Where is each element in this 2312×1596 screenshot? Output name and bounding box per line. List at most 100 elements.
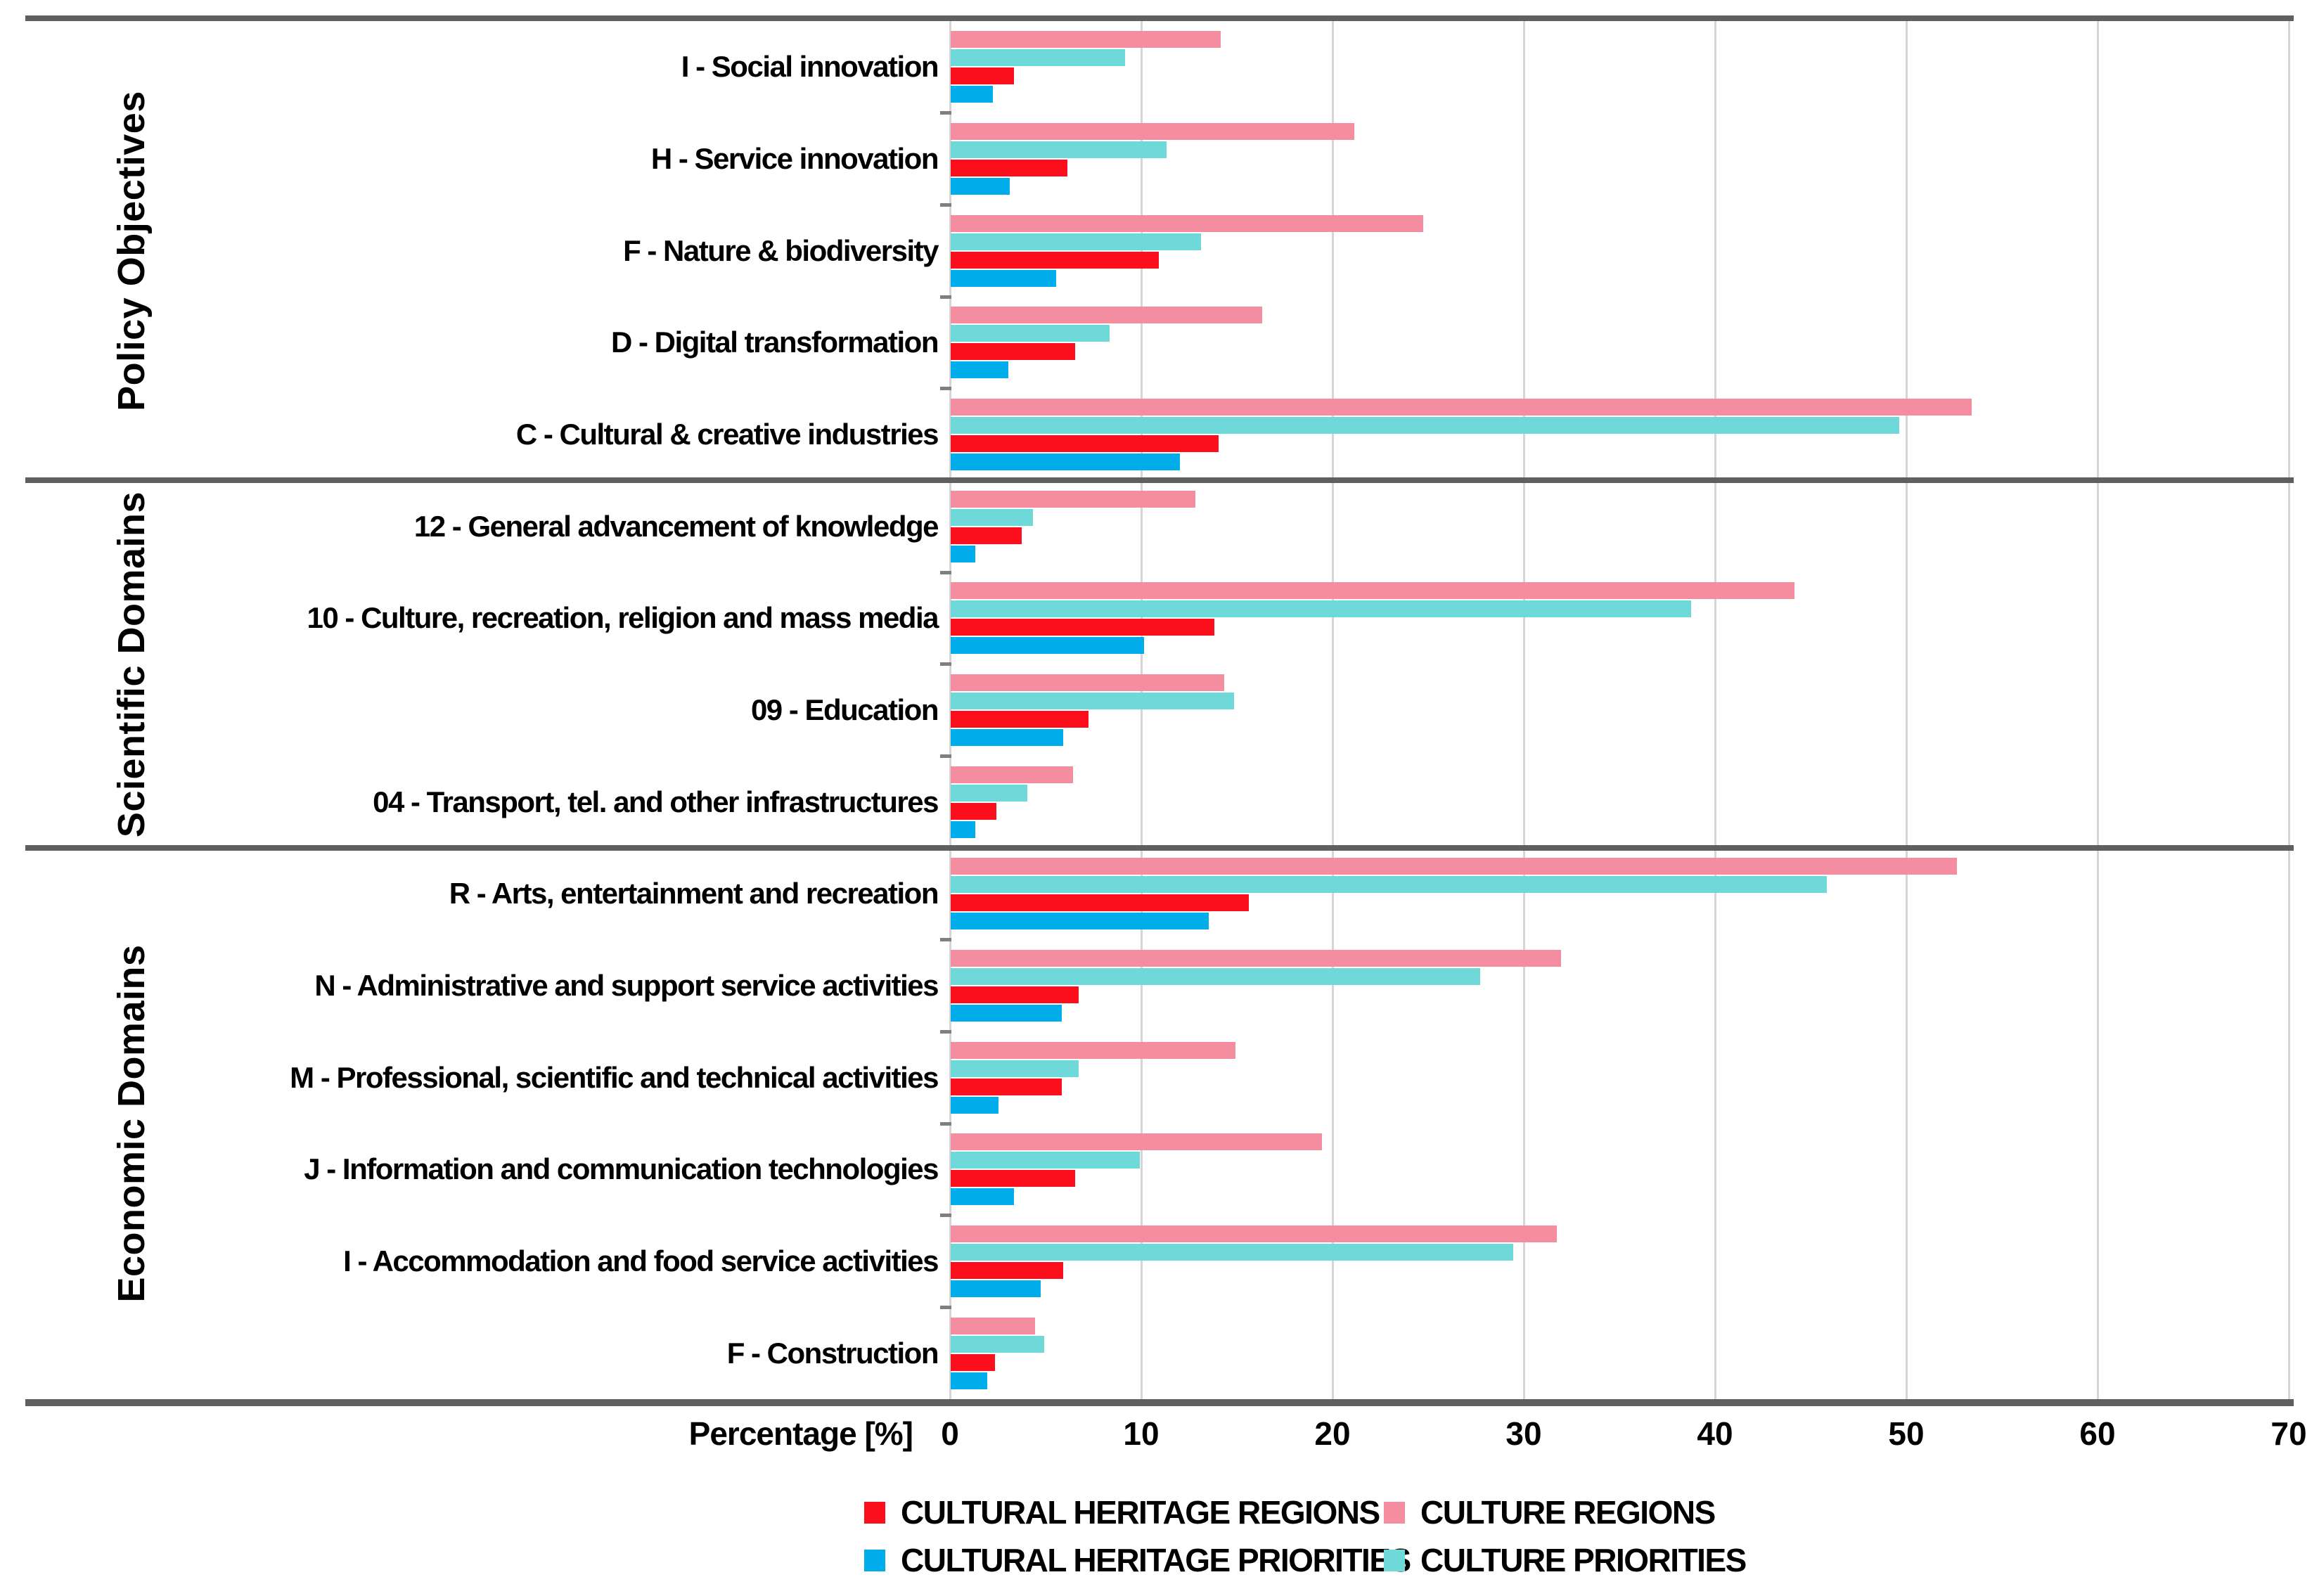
section-label-policy-objectives: Policy Objectives — [110, 90, 153, 411]
bar-cultural-heritage-regions — [951, 160, 1067, 176]
bar-cultural-heritage-priorities — [951, 178, 1010, 195]
bar-culture-priorities — [951, 1244, 1513, 1261]
bar-cultural-heritage-priorities — [951, 453, 1181, 470]
legend-label: CULTURE REGIONS — [1420, 1494, 1716, 1531]
x-tick-label-60: 60 — [2079, 1415, 2116, 1452]
bar-culture-priorities — [951, 141, 1167, 158]
bar-culture-regions — [951, 858, 1957, 875]
category-tick — [940, 111, 951, 115]
bar-culture-regions — [951, 1133, 1322, 1151]
bar-cultural-heritage-priorities — [951, 1096, 998, 1114]
category-tick — [940, 1121, 951, 1126]
bar-culture-priorities — [951, 325, 1110, 342]
bar-culture-priorities — [951, 968, 1481, 985]
bar-culture-priorities — [951, 233, 1202, 250]
bar-cultural-heritage-priorities — [951, 545, 976, 562]
category-label: J - Information and communication techno… — [304, 1152, 939, 1186]
x-tick-label-20: 20 — [1314, 1415, 1351, 1452]
category-label: F - Nature & biodiversity — [623, 233, 939, 267]
bar-cultural-heritage-priorities — [951, 1005, 1062, 1022]
bar-culture-priorities — [951, 693, 1234, 709]
x-axis-line — [25, 1399, 2294, 1406]
bar-cultural-heritage-regions — [951, 435, 1219, 452]
section-divider-1 — [25, 477, 2294, 484]
bar-culture-priorities — [951, 1060, 1079, 1077]
chart-top-border — [25, 15, 2294, 21]
legend-swatch — [864, 1501, 885, 1524]
bar-cultural-heritage-priorities — [951, 913, 1209, 930]
bar-culture-regions — [951, 307, 1263, 324]
bar-culture-regions — [951, 582, 1794, 600]
gridline-x-60 — [2096, 21, 2099, 1399]
legend-label: CULTURAL HERITAGE REGIONS — [901, 1494, 1380, 1531]
category-label: R - Arts, entertainment and recreation — [449, 877, 939, 910]
category-label: N - Administrative and support service a… — [314, 968, 939, 1002]
bar-cultural-heritage-regions — [951, 251, 1160, 269]
bar-culture-regions — [951, 766, 1074, 783]
bar-cultural-heritage-regions — [951, 802, 997, 820]
category-label: 09 - Education — [750, 693, 939, 726]
bar-cultural-heritage-priorities — [951, 86, 993, 103]
category-tick — [940, 295, 951, 299]
category-label: I - Social innovation — [681, 50, 939, 84]
category-label: D - Digital transformation — [610, 326, 939, 359]
bar-culture-priorities — [951, 49, 1125, 67]
bar-cultural-heritage-regions — [951, 67, 1014, 85]
bar-culture-priorities — [951, 1152, 1141, 1169]
category-tick — [940, 662, 951, 667]
bar-culture-priorities — [951, 417, 1900, 434]
x-tick-label-40: 40 — [1697, 1415, 1733, 1452]
bar-cultural-heritage-priorities — [951, 361, 1008, 379]
legend-label: CULTURAL HERITAGE PRIORITIES — [901, 1542, 1411, 1578]
category-tick — [940, 938, 951, 942]
x-tick-label-10: 10 — [1123, 1415, 1160, 1452]
bar-cultural-heritage-priorities — [951, 820, 976, 838]
bar-cultural-heritage-regions — [951, 1262, 1064, 1279]
bar-cultural-heritage-priorities — [951, 637, 1144, 655]
bar-culture-regions — [951, 1317, 1035, 1334]
bar-cultural-heritage-regions — [951, 711, 1088, 728]
category-tick — [940, 570, 951, 574]
bar-cultural-heritage-regions — [951, 1170, 1075, 1188]
section-label-scientific-domains: Scientific Domains — [110, 491, 153, 837]
legend-label: CULTURE PRIORITIES — [1420, 1542, 1747, 1578]
category-label: C - Cultural & creative industries — [515, 417, 939, 451]
legend-swatch — [1384, 1501, 1405, 1524]
category-label: I - Accommodation and food service activ… — [343, 1244, 939, 1278]
bar-culture-regions — [951, 674, 1224, 691]
bar-cultural-heritage-priorities — [951, 1280, 1041, 1297]
bar-cultural-heritage-regions — [951, 986, 1079, 1003]
gridline-x-30 — [1522, 21, 1525, 1399]
bar-culture-regions — [951, 123, 1354, 140]
bar-culture-regions — [951, 1225, 1558, 1242]
bar-cultural-heritage-regions — [951, 343, 1075, 361]
category-label: H - Service innovation — [650, 141, 939, 175]
bar-culture-regions — [951, 950, 1561, 967]
category-label: F - Construction — [726, 1336, 939, 1370]
bar-cultural-heritage-priorities — [951, 729, 1064, 746]
bar-culture-regions — [951, 214, 1423, 232]
bar-cultural-heritage-regions — [951, 619, 1215, 636]
bar-cultural-heritage-priorities — [951, 1188, 1014, 1206]
x-tick-label-70: 70 — [2271, 1415, 2307, 1452]
bar-culture-priorities — [951, 508, 1033, 526]
category-label: 04 - Transport, tel. and other infrastru… — [373, 785, 939, 818]
gridline-x-10 — [1140, 21, 1143, 1399]
gridline-x-70 — [2287, 21, 2290, 1399]
bar-culture-priorities — [951, 1335, 1045, 1353]
category-label: 12 - General advancement of knowledge — [413, 509, 939, 543]
x-axis-title: Percentage [%] — [688, 1415, 913, 1452]
bar-culture-regions — [951, 1041, 1236, 1059]
bar-cultural-heritage-priorities — [951, 1372, 987, 1389]
legend-item-cultural-heritage-regions: CULTURAL HERITAGE REGIONS — [864, 1494, 1380, 1531]
bar-culture-regions — [951, 399, 1972, 416]
category-tick — [940, 1029, 951, 1034]
legend-item-cultural-heritage-priorities: CULTURAL HERITAGE PRIORITIES — [864, 1542, 1411, 1578]
gridline-x-20 — [1331, 21, 1334, 1399]
bar-cultural-heritage-regions — [951, 894, 1250, 912]
bar-cultural-heritage-regions — [951, 527, 1022, 544]
category-tick — [940, 1214, 951, 1218]
bar-cultural-heritage-priorities — [951, 269, 1056, 287]
x-tick-label-0: 0 — [941, 1415, 959, 1452]
